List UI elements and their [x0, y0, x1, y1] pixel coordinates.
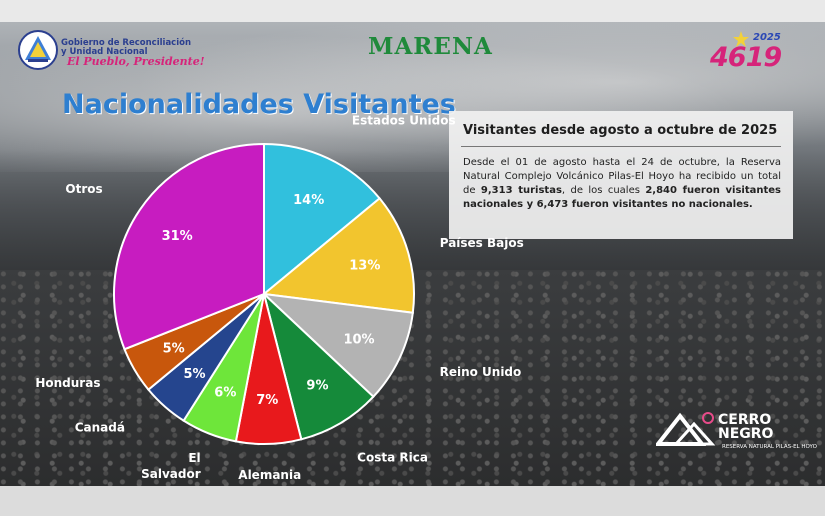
- slice-category-label: Costa Rica: [357, 451, 428, 465]
- slice-value-label: 5%: [184, 367, 206, 382]
- chart-title: Nacionalidades Visitantes: [62, 89, 456, 120]
- slice-value-label: 13%: [349, 259, 380, 274]
- pie-slice-otros: [113, 142, 265, 351]
- cerro-negro-line2: NEGRO: [718, 426, 774, 442]
- star-icon: [733, 31, 749, 47]
- cerro-negro-line1: CERRO: [718, 412, 772, 428]
- government-name-line2: y Unidad Nacional: [61, 47, 148, 57]
- slice-category-label: Salvador: [141, 467, 201, 481]
- top-band: [0, 0, 825, 22]
- anniversary-year: 2025: [753, 32, 781, 43]
- cerro-negro-title: CERRO NEGRO: [718, 413, 773, 441]
- cerro-negro-subtitle: RESERVA NATURAL PILAS-EL HOYO: [722, 444, 817, 450]
- slice-value-label: 31%: [162, 229, 193, 244]
- slice-value-label: 10%: [343, 333, 374, 348]
- pie-slice-reino-unido: [261, 292, 414, 399]
- info-paragraph: Desde el 01 de agosto hasta el 24 de oct…: [463, 156, 781, 212]
- cerro-negro-mountain-icon: [656, 412, 716, 446]
- pie-slice-países-bajos: [261, 196, 415, 314]
- info-heading: Visitantes desde agosto a octubre de 202…: [463, 123, 778, 138]
- government-slogan: El Pueblo, Presidente!: [67, 55, 205, 68]
- slice-category-label: Canadá: [75, 420, 125, 434]
- slice-value-label: 7%: [256, 393, 278, 408]
- info-mid: , de los cuales: [561, 185, 646, 196]
- slice-value-label: 6%: [214, 386, 236, 401]
- slice-category-label: Reino Unido: [440, 365, 522, 379]
- slice-category-label: Honduras: [35, 376, 100, 390]
- info-panel: Visitantes desde agosto a octubre de 202…: [449, 111, 793, 239]
- agency-logo-text: MARENA: [368, 33, 493, 60]
- info-total-visitors: 9,313 turistas: [480, 185, 562, 196]
- info-intro: Desde el 01 de agosto hasta el 24 de oct…: [463, 157, 781, 196]
- anniversary-number: 4619: [710, 42, 782, 73]
- government-name-line1: Gobierno de Reconciliación: [61, 38, 192, 48]
- info-national-visitors: 2,840 fueron visitantes nacionales y 6,4…: [463, 185, 781, 210]
- pie-slice-costa-rica: [262, 290, 375, 441]
- government-emblem-icon: [18, 30, 58, 70]
- slice-category-label: Países Bajos: [440, 236, 524, 250]
- slice-value-label: 9%: [306, 378, 328, 393]
- slice-category-label: Otros: [65, 182, 102, 196]
- slice-category-label: El: [188, 451, 200, 465]
- slice-category-label: Estados Unidos: [352, 113, 456, 127]
- slice-category-label: Alemania: [238, 468, 301, 482]
- pie-slice-estados-unidos: [263, 142, 381, 297]
- bottom-band: [0, 486, 825, 516]
- slice-value-label: 5%: [163, 341, 185, 356]
- info-divider: [461, 146, 781, 147]
- slice-value-label: 14%: [293, 193, 324, 208]
